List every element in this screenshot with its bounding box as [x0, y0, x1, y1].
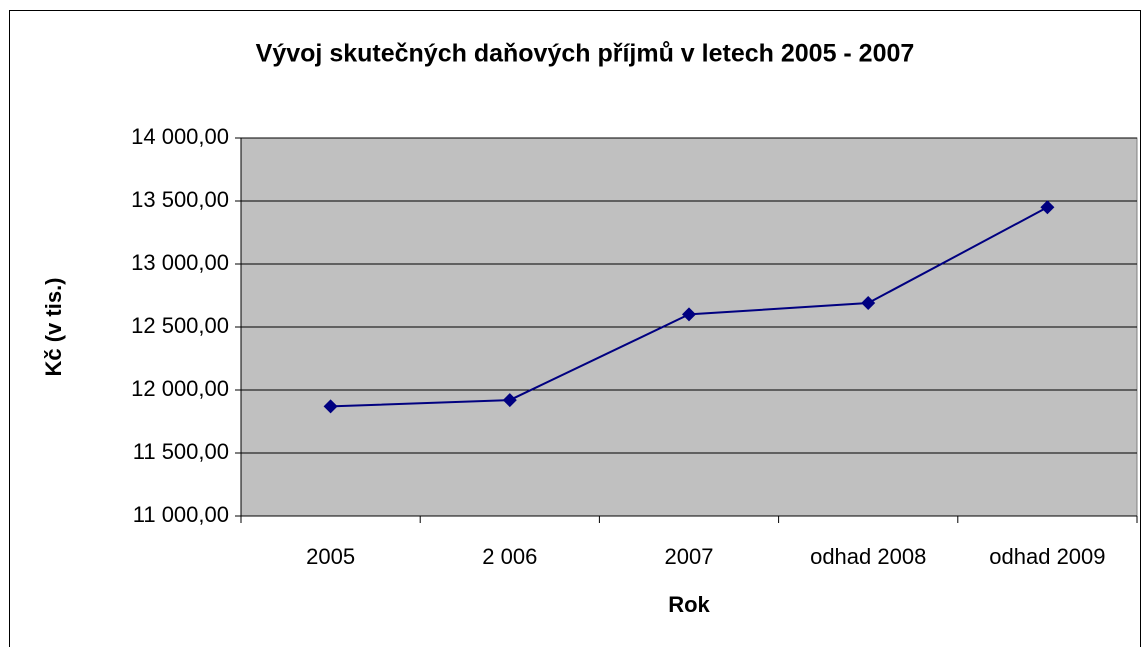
x-tick-label: 2005 [306, 544, 355, 569]
chart-title: Vývoj skutečných daňových příjmů v letec… [256, 40, 915, 68]
y-tick-label: 11 500,00 [133, 439, 229, 464]
x-axis-label: Rok [668, 592, 710, 617]
x-tick-label: 2 006 [482, 544, 537, 569]
x-tick-label: 2007 [665, 544, 714, 569]
marker [682, 307, 696, 322]
marker [861, 296, 876, 311]
y-tick-label: 12 500,00 [131, 313, 229, 338]
y-axis-label: Kč (v tis.) [41, 277, 66, 376]
y-tick-label: 14 000,00 [131, 124, 229, 149]
marker [323, 399, 338, 414]
chart-frame [9, 10, 1141, 647]
y-tick-label: 11 000,00 [133, 502, 229, 527]
x-tick-label: odhad 2008 [810, 544, 926, 569]
y-tick-label: 12 000,00 [131, 376, 229, 401]
marker [502, 393, 517, 408]
y-tick-label: 13 000,00 [131, 250, 229, 275]
y-tick-label: 13 500,00 [131, 187, 229, 212]
x-tick-label: odhad 2009 [989, 544, 1105, 569]
marker [1040, 200, 1055, 215]
